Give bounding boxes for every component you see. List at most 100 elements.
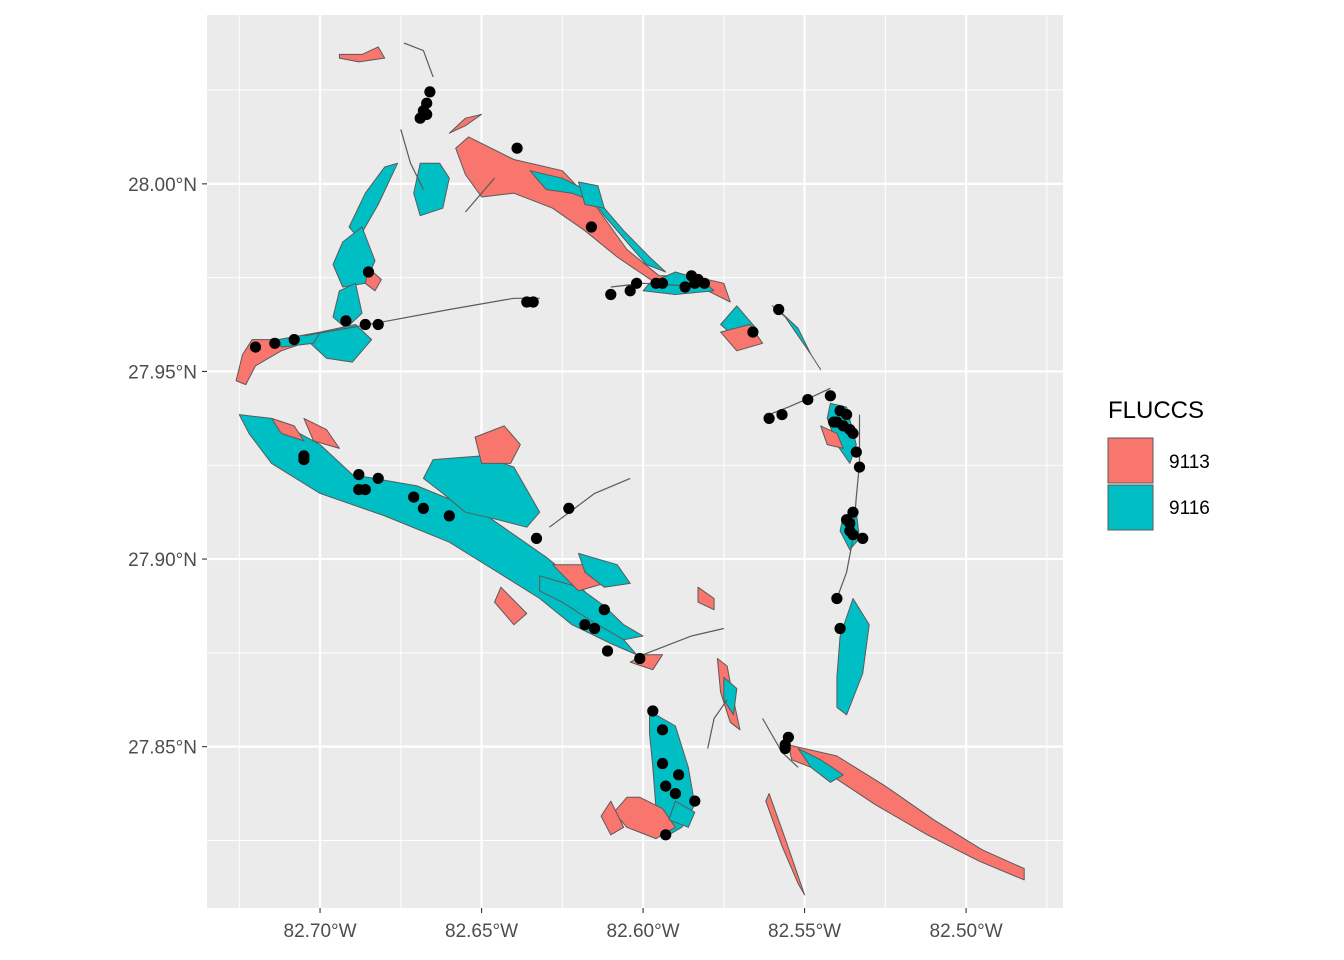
sample-point: [850, 446, 862, 458]
sample-point: [747, 326, 759, 338]
sample-point: [624, 285, 636, 297]
sample-point: [631, 277, 643, 289]
polygon-9113: [600, 800, 625, 836]
polygon-9116: [771, 305, 822, 371]
polygon-9116: [723, 676, 738, 716]
line-feature: [403, 42, 434, 78]
sample-point: [443, 510, 455, 522]
y-tick-label: 27.85°N: [128, 738, 197, 759]
sample-point: [831, 592, 843, 605]
x-tick-label: 82.50°W: [930, 921, 1003, 942]
polygon-9113: [303, 417, 340, 449]
sample-point: [298, 454, 310, 466]
sample-point: [530, 532, 543, 545]
sample-point: [650, 277, 662, 289]
polygon-9116: [578, 552, 631, 588]
sample-point: [853, 461, 866, 473]
axes: 82.70°W 82.65°W 82.60°W 82.55°W 82.50°W 28.00…: [128, 175, 1003, 942]
sample-point: [847, 427, 859, 439]
legend-key-9116: [1107, 484, 1154, 531]
sample-point: [601, 645, 614, 657]
sample-point: [857, 532, 869, 545]
polygon-9116: [332, 282, 363, 329]
sample-point: [689, 795, 701, 807]
sample-point: [698, 277, 711, 289]
polygon-9113: [474, 425, 521, 464]
sample-point: [802, 394, 814, 406]
sample-point: [417, 502, 429, 514]
line-feature: [642, 627, 724, 656]
legend-title: FLUCCS: [1108, 397, 1204, 424]
sample-points: [249, 86, 869, 841]
sample-point: [288, 334, 300, 346]
sample-point: [598, 604, 610, 616]
polygon-9113: [271, 417, 305, 442]
sample-point: [656, 757, 669, 770]
sample-point: [841, 514, 853, 526]
sample-point: [372, 472, 384, 484]
sample-point: [359, 318, 371, 331]
sample-point: [353, 469, 365, 481]
line-feature: [464, 177, 495, 213]
sample-point: [362, 266, 375, 278]
legend-key-9113: [1107, 437, 1154, 484]
sample-point: [834, 622, 846, 635]
sample-point: [585, 221, 598, 233]
line-feature: [400, 129, 424, 190]
polygon-9116: [668, 800, 696, 828]
line-feature: [707, 699, 728, 749]
polygon-9116: [413, 162, 450, 217]
y-tick-label: 27.90°N: [128, 550, 197, 571]
sample-point: [776, 409, 788, 421]
x-tick-label: 82.60°W: [607, 921, 680, 942]
sample-point: [424, 86, 436, 98]
sample-point: [669, 788, 682, 800]
sample-point: [579, 619, 591, 631]
line-feature: [549, 477, 631, 528]
sample-point: [689, 277, 701, 289]
legend-label-9116: 9116: [1169, 498, 1210, 519]
sample-point: [605, 288, 617, 301]
sample-point: [828, 416, 840, 428]
polygon-9116: [642, 271, 715, 295]
polygon-9113: [765, 793, 806, 896]
y-tick-label: 27.95°N: [128, 362, 197, 383]
x-tick-label: 82.70°W: [284, 921, 357, 942]
line-feature: [303, 297, 540, 337]
sample-point: [269, 337, 281, 349]
sample-point: [673, 769, 685, 781]
sample-point: [511, 142, 523, 154]
sample-point: [660, 829, 672, 841]
sample-point: [421, 108, 433, 120]
polygon-9116: [238, 414, 638, 656]
sample-point: [527, 296, 539, 308]
sample-point: [660, 780, 672, 792]
polygon-9116: [578, 181, 605, 209]
sample-point: [841, 409, 853, 421]
sample-point: [844, 525, 856, 537]
polygon-9113: [448, 113, 483, 134]
sample-point: [847, 506, 859, 518]
polygon-9113: [338, 46, 386, 63]
sample-point: [679, 281, 691, 293]
polygon-9116: [649, 710, 696, 836]
sample-point: [763, 412, 775, 424]
sample-point: [656, 724, 669, 736]
y-tick-label: 28.00°N: [128, 175, 197, 196]
panel-background: [207, 15, 1063, 908]
sample-point: [779, 742, 791, 755]
sample-point: [359, 484, 371, 496]
sample-point: [773, 303, 785, 316]
sample-point: [340, 315, 352, 327]
polygon-9116: [797, 748, 844, 783]
polygon-9116: [539, 575, 644, 641]
sample-point: [647, 705, 659, 717]
sample-point: [563, 502, 575, 514]
polygon-9113: [697, 586, 715, 611]
sample-point: [408, 491, 420, 503]
gridlines: [207, 15, 1063, 908]
polygon-9113: [820, 425, 844, 449]
x-tick-label: 82.65°W: [445, 921, 518, 942]
fluccs-polygons: [235, 46, 1025, 896]
